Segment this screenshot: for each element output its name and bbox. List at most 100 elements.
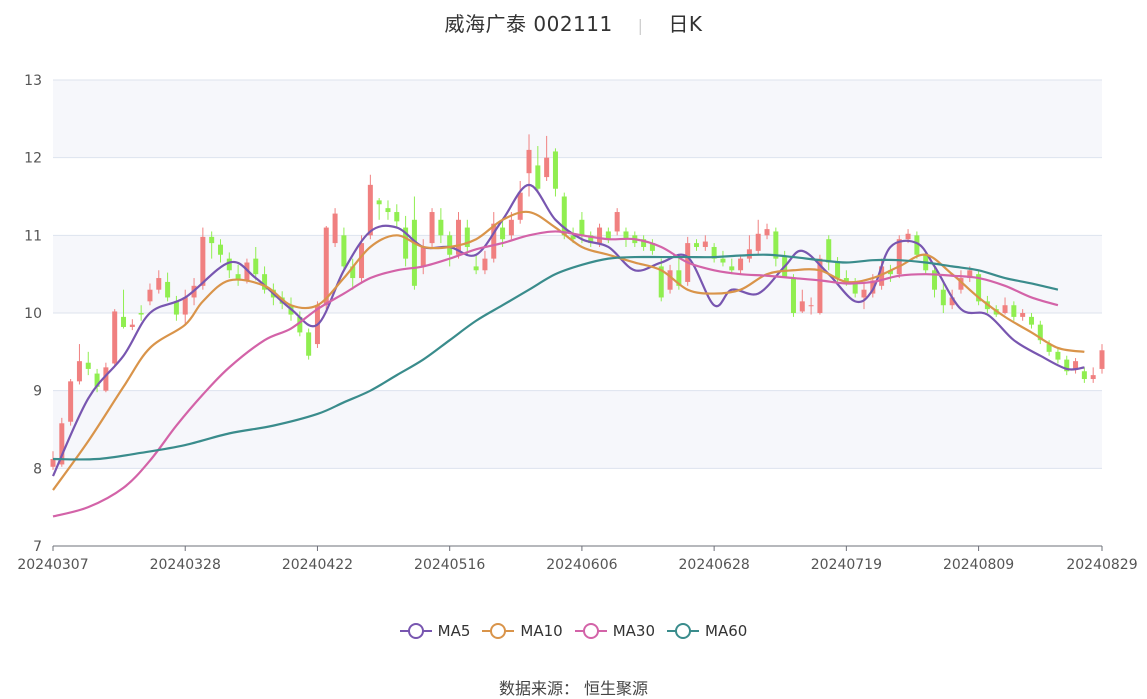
- candle-body: [464, 227, 470, 247]
- candle-body: [1099, 350, 1105, 369]
- candle-body: [323, 227, 329, 306]
- candle-body: [649, 243, 655, 251]
- candle-body: [773, 231, 779, 259]
- chart-title: 威海广泰 002111 | 日K: [0, 8, 1147, 37]
- candle-body: [817, 258, 823, 313]
- candle-body: [799, 301, 805, 312]
- candle-body: [905, 233, 911, 240]
- candle-body: [517, 192, 523, 220]
- candle-body: [570, 235, 576, 240]
- candle-body: [579, 219, 585, 236]
- candle-body: [376, 200, 382, 205]
- candle-body: [332, 213, 338, 244]
- candle-body: [1073, 361, 1079, 369]
- candle-body: [438, 219, 444, 236]
- candle-body: [605, 231, 611, 240]
- candle-body: [694, 243, 700, 247]
- ma-line-ma30: [52, 230, 1059, 518]
- candle-body: [94, 373, 100, 387]
- candle-body: [1090, 375, 1096, 380]
- legend-swatch: [399, 621, 432, 641]
- candle-body: [50, 459, 56, 467]
- y-tick-label: 9: [33, 384, 42, 400]
- candle-body: [1037, 324, 1043, 341]
- candle-body: [852, 281, 858, 294]
- legend: MA5 MA10 MA30 MA60: [0, 621, 1147, 645]
- candle-body: [932, 270, 938, 290]
- legend-swatch: [574, 621, 607, 641]
- candle-body: [561, 196, 567, 236]
- candle-body: [623, 231, 629, 240]
- x-tick-label: 20240307: [17, 557, 88, 573]
- legend-item-ma60[interactable]: MA60: [667, 621, 747, 641]
- candle-body: [1046, 344, 1052, 352]
- candle-body: [949, 297, 955, 306]
- x-tick-label: 20240606: [546, 557, 617, 573]
- candle-body: [896, 239, 902, 275]
- candle-body: [826, 239, 832, 263]
- candle-body: [711, 246, 717, 259]
- candle-body: [226, 258, 232, 271]
- candle-body: [1011, 305, 1017, 317]
- ma-line-ma10: [52, 210, 1085, 491]
- candle-body: [597, 227, 603, 244]
- legend-label: MA60: [705, 622, 748, 640]
- candle-body: [165, 281, 171, 298]
- candle-body: [217, 244, 223, 255]
- candle-body: [253, 258, 259, 275]
- candle-body: [808, 305, 814, 307]
- candle-body: [500, 227, 506, 240]
- x-tick-label: 20240809: [943, 557, 1014, 573]
- legend-item-ma30[interactable]: MA30: [574, 621, 655, 641]
- candle-body: [1020, 313, 1026, 317]
- candle-body: [209, 236, 215, 244]
- candle-body: [420, 246, 426, 267]
- stock-code: 002111: [533, 12, 613, 36]
- candle-body: [129, 324, 135, 327]
- candle-body: [755, 233, 761, 251]
- candle-body: [447, 235, 453, 255]
- y-tick-label: 13: [24, 73, 42, 89]
- title-separator: |: [637, 16, 644, 35]
- candle-body: [297, 316, 303, 333]
- candle-body: [544, 157, 550, 178]
- x-tick-label: 20240829: [1066, 557, 1137, 573]
- candle-body: [676, 270, 682, 286]
- candle-body: [729, 266, 735, 271]
- candle-body: [614, 212, 620, 232]
- candle-body: [262, 274, 268, 290]
- ma-line-ma60: [52, 253, 1059, 461]
- legend-swatch: [482, 621, 515, 641]
- candle-body: [173, 301, 179, 315]
- candle-body: [394, 212, 400, 222]
- candle-body: [667, 270, 673, 290]
- candle-body: [535, 165, 541, 189]
- y-tick-label: 7: [33, 539, 42, 555]
- candle-body: [843, 278, 849, 282]
- y-tick-label: 8: [33, 461, 42, 477]
- candle-body: [147, 289, 153, 302]
- candle-body: [138, 313, 144, 315]
- y-tick-label: 12: [24, 151, 42, 167]
- candle-body: [746, 249, 752, 259]
- candle-body: [764, 229, 770, 236]
- candle-body: [879, 266, 885, 286]
- y-tick-label: 10: [24, 306, 42, 322]
- legend-label: MA5: [437, 622, 471, 640]
- candle-body: [200, 236, 206, 286]
- x-tick-label: 20240422: [282, 557, 353, 573]
- candle-body: [235, 274, 241, 281]
- candle-body: [182, 297, 188, 315]
- candle-body: [914, 235, 920, 255]
- candle-body: [790, 278, 796, 313]
- legend-item-ma5[interactable]: MA5: [399, 621, 471, 641]
- x-tick-label: 20240628: [679, 557, 750, 573]
- candle-body: [429, 212, 435, 244]
- candle-body: [121, 316, 127, 327]
- candle-body: [403, 227, 409, 259]
- legend-item-ma10[interactable]: MA10: [482, 621, 563, 641]
- candle-body: [103, 367, 109, 391]
- candle-body: [702, 241, 708, 247]
- candle-body: [59, 423, 65, 465]
- candle-body: [720, 258, 726, 263]
